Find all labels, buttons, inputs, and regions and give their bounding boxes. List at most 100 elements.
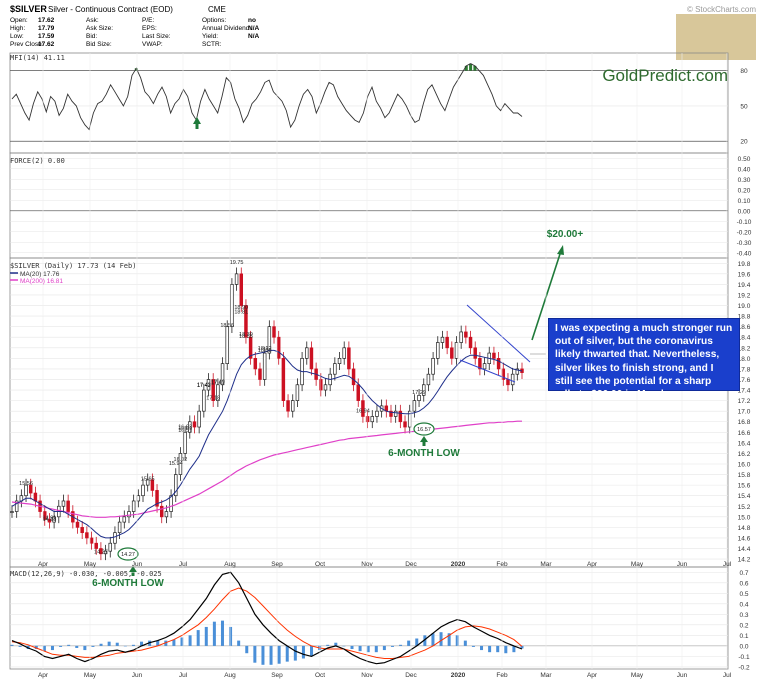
quote-cell: 17.62 (38, 41, 55, 48)
y-tick-label: 15.4 (738, 493, 751, 500)
candle-body (393, 410, 398, 417)
macd-title: MACD(12,26,9) -0.030, -0.005, -0.025 (10, 570, 162, 578)
x-tick-label: Jun (132, 561, 143, 568)
target-arrow-head-icon (557, 245, 564, 255)
candle-body (192, 421, 197, 428)
candle-body (290, 400, 295, 412)
candle-body (267, 326, 272, 354)
panel-frame (9, 566, 729, 670)
candle-body (10, 511, 14, 513)
price-panel: 14.2 14.4 14.6 14.8 15.0 15.2 15.4 15.6 15.8 16.0… (9, 245, 751, 576)
candle-body (333, 363, 337, 375)
candle-body (398, 410, 403, 423)
macd-histogram-bar (156, 640, 160, 646)
candle-body (305, 347, 309, 359)
y-tick-label: -0.2 (738, 664, 750, 671)
quote-cell: VWAP: (142, 41, 163, 48)
macd-histogram-bar (512, 645, 516, 653)
candle-body (61, 500, 66, 507)
x-tick-label: Apr (38, 672, 49, 679)
y-tick-label: 50 (740, 103, 748, 110)
up-arrow-icon (420, 436, 428, 446)
candle-body (24, 484, 28, 497)
price-label: 18.81 (234, 310, 248, 316)
candle-body (216, 384, 220, 401)
macd-histogram-bar (334, 642, 338, 646)
chart-header: $SILVER Silver - Continuous Contract (EO… (10, 4, 756, 60)
y-tick-label: 15.0 (738, 514, 751, 521)
macd-histogram-bar (59, 645, 63, 647)
macd-histogram-bar (488, 645, 492, 653)
x-tick-label: Jul (179, 561, 188, 568)
quote-cell: Yield: (202, 33, 218, 40)
macd-histogram-bar (415, 638, 419, 646)
price-label: 15.94 (169, 461, 183, 467)
candle-body (164, 511, 169, 518)
candle-body (33, 492, 38, 502)
price-label: 16.94 (356, 408, 370, 414)
annotations: $20.00+ 6-MONTH LOW 6-MONTH LOW (92, 229, 583, 589)
candle-body (43, 511, 47, 520)
macd-histogram-bar (34, 645, 38, 650)
candle-body (248, 336, 253, 359)
candle-body (454, 342, 459, 359)
candle-body (473, 347, 477, 359)
y-tick-label: 19.4 (738, 282, 751, 289)
y-tick-label: 18.8 (738, 314, 751, 321)
x-tick-label: Sep (271, 672, 283, 679)
price-label: 17.42 (197, 383, 211, 389)
price-label: 18.39 (239, 332, 253, 338)
x-tick-label: Apr (587, 672, 598, 679)
x-tick-label: Nov (361, 672, 373, 679)
x-tick-label: Jul (179, 672, 188, 679)
candle-body (244, 305, 248, 338)
y-tick-label: 0.20 (738, 187, 751, 194)
candle-body (52, 516, 56, 523)
candle-body (220, 363, 225, 386)
quote-cell: Annual Dividend: (202, 25, 251, 32)
candle-body (440, 336, 445, 343)
mfi-overbought-fill (134, 63, 477, 71)
y-tick-label: 15.8 (738, 472, 751, 479)
mfi-panel: 20 50 80 (9, 52, 748, 154)
price-label: 17.47 (211, 380, 225, 386)
y-tick-label: 16.8 (738, 419, 751, 426)
candle-body (375, 410, 379, 417)
candle-body (141, 484, 145, 497)
candle-body (276, 336, 281, 359)
x-tick-label: Feb (496, 672, 508, 679)
y-tick-label: 20 (740, 139, 748, 146)
candle-body (492, 352, 496, 359)
y-tick-label: 0.6 (739, 580, 748, 587)
quote-cell: no (248, 17, 256, 24)
candle-body (515, 368, 520, 375)
candle-body (417, 394, 421, 401)
macd-histogram-bar (131, 644, 135, 646)
candle-body (85, 532, 89, 539)
ma20-line (11, 349, 523, 539)
instrument-name: Silver - Continuous Contract (EOD) (48, 5, 173, 14)
y-tick-label: 0.7 (739, 570, 748, 577)
x-tick-label: 2020 (451, 672, 466, 679)
macd-histogram-bar (358, 645, 362, 652)
candle-body (103, 550, 108, 555)
quote-cell: 17.79 (38, 25, 55, 32)
x-tick-label: Dec (405, 561, 417, 568)
candle-body (159, 505, 164, 518)
candle-body (445, 336, 449, 349)
macd-histogram-bar (277, 645, 281, 664)
up-arrow-icon (129, 566, 137, 576)
y-tick-label: -0.40 (737, 250, 752, 257)
candle-body (99, 548, 103, 555)
macd-panel: -0.2 -0.1 0.0 0.1 0.2 0.3 0.4 0.5 0.6 0.7 (9, 566, 750, 671)
y-tick-label: 16.6 (738, 430, 751, 437)
y-tick-label: 15.2 (738, 504, 751, 511)
candle-body (183, 431, 187, 454)
x-tick-label: Feb (496, 561, 508, 568)
macd-histogram-bar (471, 645, 475, 647)
x-tick-label: Apr (38, 561, 49, 568)
candle-body (169, 495, 173, 512)
macd-histogram-bar (269, 645, 273, 665)
candle-body (136, 495, 141, 502)
candle-body (14, 500, 19, 512)
